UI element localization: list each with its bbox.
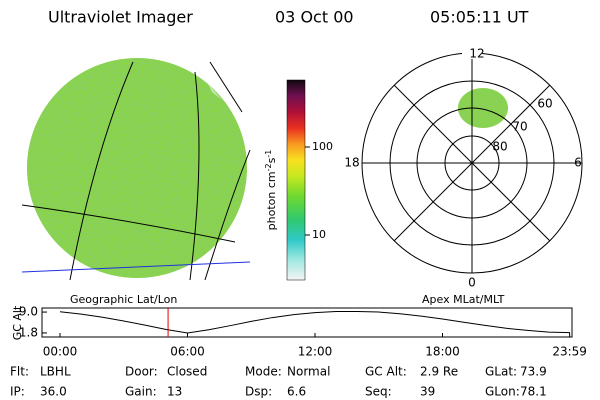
- instrument: Ultraviolet Imager: [48, 8, 193, 27]
- mlt-label: 12: [469, 47, 484, 61]
- label-bg: [465, 276, 479, 288]
- x-tick-label: 00:00: [43, 345, 78, 359]
- y-tick-label: 1.8: [19, 325, 38, 339]
- status-label: Dsp:: [245, 385, 272, 399]
- status-label: Seq:: [365, 385, 392, 399]
- unit-exp: -2: [264, 163, 273, 171]
- altitude-plot: GC Alt 9.0 1.8 00:00 06:00 12:00 18:00 23:59: [11, 305, 587, 359]
- status-label: IP:: [10, 385, 25, 399]
- status-label: GLon:: [485, 385, 520, 399]
- polar-spoke: [393, 84, 551, 242]
- plot-frame: [41, 307, 573, 338]
- status-value: 6.6: [287, 385, 306, 399]
- x-tick-label: 06:00: [170, 345, 205, 359]
- image-label: Geographic Lat/Lon: [70, 293, 177, 306]
- status-label: Gain:: [125, 385, 157, 399]
- status-label: Flt:: [10, 365, 29, 379]
- y-tick-label: 9.0: [19, 305, 38, 319]
- status-label: GLat:: [485, 365, 517, 379]
- geographic-image: [21, 58, 251, 280]
- colorbar-tick-label: 10: [312, 228, 326, 241]
- label-bg: [462, 46, 482, 59]
- status-value: 73.9: [520, 365, 547, 379]
- status-value: 2.9 Re: [420, 365, 458, 379]
- auroral-oval: [458, 88, 508, 128]
- status-value: 78.1: [520, 385, 547, 399]
- unit-exp: -1: [264, 150, 273, 158]
- mlt-label: 6: [574, 156, 582, 170]
- status-value: 13: [167, 385, 182, 399]
- colorbar: photon cm-2s-1: [264, 79, 306, 281]
- status-label: Mode:: [245, 365, 282, 379]
- status-value: Normal: [287, 365, 330, 379]
- status-value: Closed: [167, 365, 207, 379]
- unit: photon cm: [265, 171, 278, 230]
- x-tick-label: 18:00: [425, 345, 460, 359]
- terminator: [21, 261, 251, 273]
- x-tick-label: 12:00: [298, 345, 333, 359]
- lat-label: 60: [537, 97, 552, 111]
- mlt-label: 0: [468, 276, 476, 290]
- lat-label: 70: [512, 120, 527, 134]
- status-label: Door:: [125, 365, 158, 379]
- unit: s: [265, 157, 278, 163]
- polar-plot: 12 18 6 0 60 70 80: [344, 46, 583, 290]
- mlt-label: 18: [344, 156, 359, 170]
- colorbar-tick-label: 100: [312, 140, 333, 153]
- time: 05:05:11 UT: [430, 8, 529, 27]
- geo-grid: [21, 61, 251, 280]
- status-value: 39: [420, 385, 435, 399]
- lat-label: 80: [492, 140, 507, 154]
- status-value: LBHL: [40, 365, 71, 379]
- x-tick-label: 23:59: [552, 345, 587, 359]
- colorbar-unit: photon cm-2s-1: [264, 150, 279, 231]
- header: Ultraviolet Imager 03 Oct 00 05:05:11 UT: [48, 8, 529, 27]
- image-label: Apex MLat/MLT: [422, 293, 505, 306]
- altitude-curve: [59, 310, 571, 334]
- limb: [190, 62, 222, 100]
- status-label: GC Alt:: [365, 365, 407, 379]
- status-value: 36.0: [40, 385, 67, 399]
- colorbar-scale: [286, 79, 306, 281]
- y-axis-label: GC Alt: [11, 305, 24, 340]
- status-panel: Flt: LBHL Door: Closed Mode: Normal GC Alt: 2.9…: [10, 365, 547, 399]
- date: 03 Oct 00: [275, 8, 354, 27]
